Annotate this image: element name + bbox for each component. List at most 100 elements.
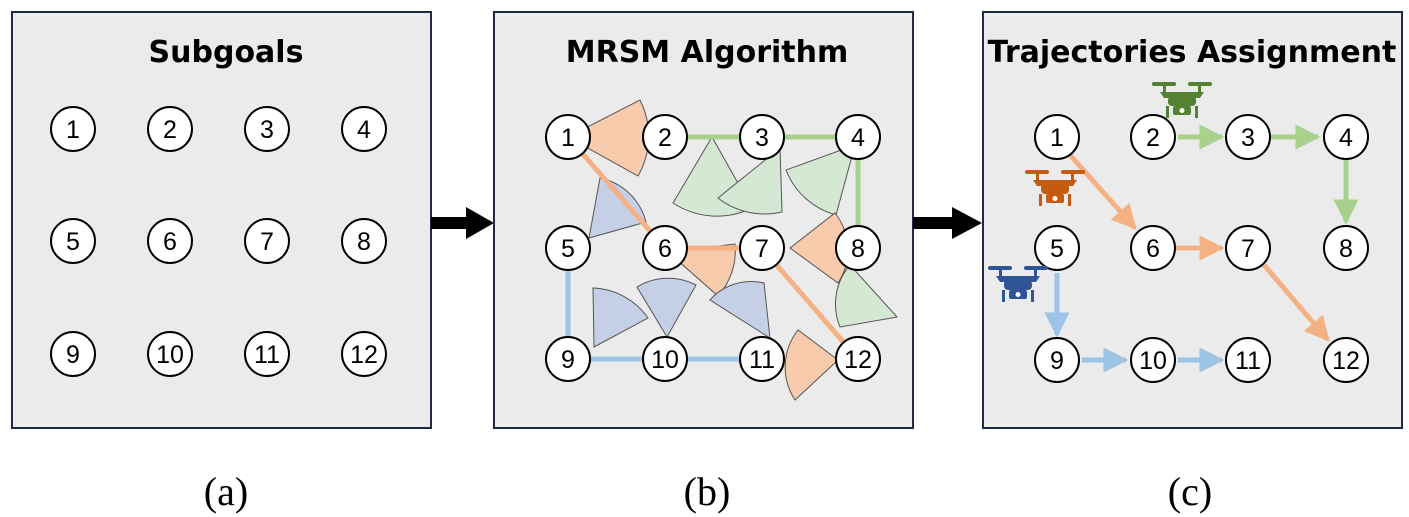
subgoal-node-label: 5	[561, 235, 575, 263]
subgoal-node: 11	[739, 336, 785, 382]
subgoal-node-circle	[1034, 225, 1080, 271]
subgoal-node-label: 11	[749, 346, 775, 374]
subgoal-node-label: 1	[66, 116, 80, 144]
subgoal-node-circle	[642, 114, 688, 160]
subgoal-node: 10	[147, 331, 193, 377]
subgoal-node: 1	[545, 114, 591, 160]
subgoal-node: 10	[642, 336, 688, 382]
subgoal-node-circle	[1130, 337, 1176, 383]
subgoal-node-circle	[1323, 114, 1369, 160]
subgoal-node-label: 3	[260, 116, 274, 144]
panel-a-nodes: 1 2 3 45 6 7 89 10 11 12	[50, 106, 387, 377]
subgoal-node: 4	[1323, 114, 1369, 160]
subgoal-node-circle	[50, 218, 96, 264]
subgoal-node: 6	[1130, 225, 1176, 271]
panel-mrsm-algorithm: MRSM Algorithm 1 2 3 45 6 7 89 10 11 12	[493, 11, 914, 429]
visibility-sectors	[566, 99, 898, 401]
subgoal-node-circle	[1130, 114, 1176, 160]
panel-c-nodes: 1 2 3 45 6 7 89 10 11 12	[1034, 114, 1369, 383]
subgoal-node: 4	[341, 106, 387, 152]
subgoal-node: 7	[244, 218, 290, 264]
subgoal-node: 9	[1034, 337, 1080, 383]
subgoal-node-label: 9	[561, 346, 575, 374]
subgoal-node-label: 10	[651, 346, 679, 374]
panel-a-title: Subgoals	[149, 35, 304, 70]
subgoal-node: 2	[642, 114, 688, 160]
subgoal-node-label: 4	[851, 124, 865, 152]
arrow-right-icon	[913, 207, 982, 239]
panel-subgoals: Subgoals 1 2 3 45 6 7 89 10 11 12	[11, 11, 432, 429]
sector-green	[717, 146, 783, 215]
subgoal-node-circle	[642, 336, 688, 382]
subgoal-node-circle	[1323, 337, 1369, 383]
subgoal-node-circle	[244, 218, 290, 264]
subgoal-node-label: 8	[851, 235, 865, 263]
subgoal-node-label: 2	[1146, 124, 1160, 152]
panel-b-nodes: 1 2 3 45 6 7 89 10 11 12	[545, 114, 881, 382]
subgoal-node-label: 4	[1339, 124, 1353, 152]
subgoal-node: 1	[50, 106, 96, 152]
subgoal-node-label: 7	[755, 235, 769, 263]
subgoal-node: 9	[545, 336, 591, 382]
subgoal-node-circle	[147, 218, 193, 264]
panel-b-title: MRSM Algorithm	[566, 35, 848, 70]
subgoal-node-label: 11	[1235, 347, 1261, 375]
subgoal-node: 3	[739, 114, 785, 160]
subgoal-node-circle	[147, 331, 193, 377]
subgoal-node-label: 11	[254, 341, 280, 369]
subgoal-node-label: 5	[66, 228, 80, 256]
subgoal-node-label: 3	[1241, 124, 1255, 152]
subgoal-node: 8	[341, 218, 387, 264]
subgoal-node-circle	[1323, 225, 1369, 271]
sector-blue	[592, 287, 649, 348]
subgoal-node-label: 10	[1139, 347, 1167, 375]
subgoal-node-circle	[545, 336, 591, 382]
subgoal-node: 10	[1130, 337, 1176, 383]
subgoal-node-circle	[1034, 114, 1080, 160]
subgoal-node-circle	[341, 106, 387, 152]
sector-blue	[709, 280, 771, 339]
subgoal-node: 1	[1034, 114, 1080, 160]
subgoal-node-label: 8	[1339, 235, 1353, 263]
panel-c-title: Trajectories Assignment	[988, 35, 1397, 70]
subgoal-node-label: 2	[163, 116, 177, 144]
subgoal-node-circle	[835, 225, 881, 271]
caption-c: (c)	[1168, 469, 1212, 514]
subgoal-node-label: 7	[260, 228, 274, 256]
subgoal-node-circle	[1130, 225, 1176, 271]
subgoal-node: 9	[50, 331, 96, 377]
subgoal-node: 11	[1225, 337, 1271, 383]
subgoal-node-circle	[244, 331, 290, 377]
subgoal-node: 7	[1225, 225, 1271, 271]
subgoal-node: 3	[1225, 114, 1271, 160]
subgoal-node-circle	[545, 114, 591, 160]
subgoal-node-circle	[545, 225, 591, 271]
subgoal-node: 6	[642, 225, 688, 271]
sector-blue	[636, 277, 697, 338]
subgoal-node-label: 4	[357, 116, 371, 144]
caption-a: (a)	[204, 469, 248, 514]
subgoal-node-circle	[1225, 225, 1271, 271]
subgoal-node: 7	[739, 225, 785, 271]
subgoal-node: 5	[545, 225, 591, 271]
subgoal-node-circle	[835, 114, 881, 160]
subgoal-node: 11	[244, 331, 290, 377]
subgoal-node-label: 6	[658, 235, 672, 263]
subgoal-node-label: 10	[156, 341, 184, 369]
subgoal-node-label: 9	[66, 341, 80, 369]
subgoal-node-label: 3	[755, 124, 769, 152]
subgoal-node-circle	[739, 225, 785, 271]
subgoal-node: 5	[50, 218, 96, 264]
subgoal-node-label: 12	[1332, 347, 1360, 375]
subgoal-node-circle	[739, 114, 785, 160]
arrow-right-icon	[431, 207, 494, 239]
subgoal-node-label: 12	[844, 346, 872, 374]
subgoal-node: 6	[147, 218, 193, 264]
panel-trajectories-assignment: Trajectories Assignment 1 2 3 45 6 7 89 10 11 12	[982, 11, 1403, 429]
subgoal-node: 2	[147, 106, 193, 152]
subgoal-node-label: 6	[163, 228, 177, 256]
subgoal-node-label: 2	[658, 124, 672, 152]
subgoal-node-label: 7	[1241, 235, 1255, 263]
subgoal-node-label: 5	[1050, 235, 1064, 263]
